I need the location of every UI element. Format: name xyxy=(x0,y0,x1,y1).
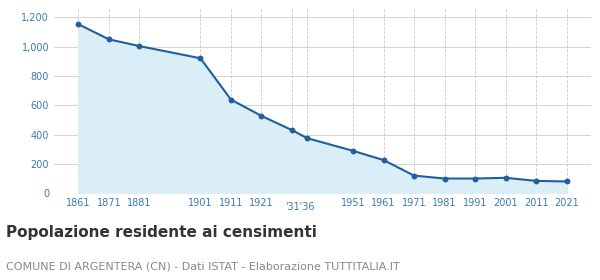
Point xyxy=(562,179,571,184)
Point xyxy=(531,179,541,183)
Point xyxy=(287,128,297,132)
Text: COMUNE DI ARGENTERA (CN) - Dati ISTAT - Elaborazione TUTTITALIA.IT: COMUNE DI ARGENTERA (CN) - Dati ISTAT - … xyxy=(6,262,400,272)
Point xyxy=(302,136,312,141)
Point xyxy=(74,22,83,27)
Point xyxy=(104,37,114,42)
Point xyxy=(501,176,511,180)
Point xyxy=(196,56,205,60)
Point xyxy=(470,176,480,181)
Point xyxy=(440,176,449,181)
Point xyxy=(348,149,358,153)
Point xyxy=(134,44,144,48)
Point xyxy=(409,173,419,178)
Text: Popolazione residente ai censimenti: Popolazione residente ai censimenti xyxy=(6,225,317,241)
Text: '31'36: '31'36 xyxy=(285,202,314,212)
Point xyxy=(257,114,266,118)
Point xyxy=(379,158,388,162)
Point xyxy=(226,97,236,102)
